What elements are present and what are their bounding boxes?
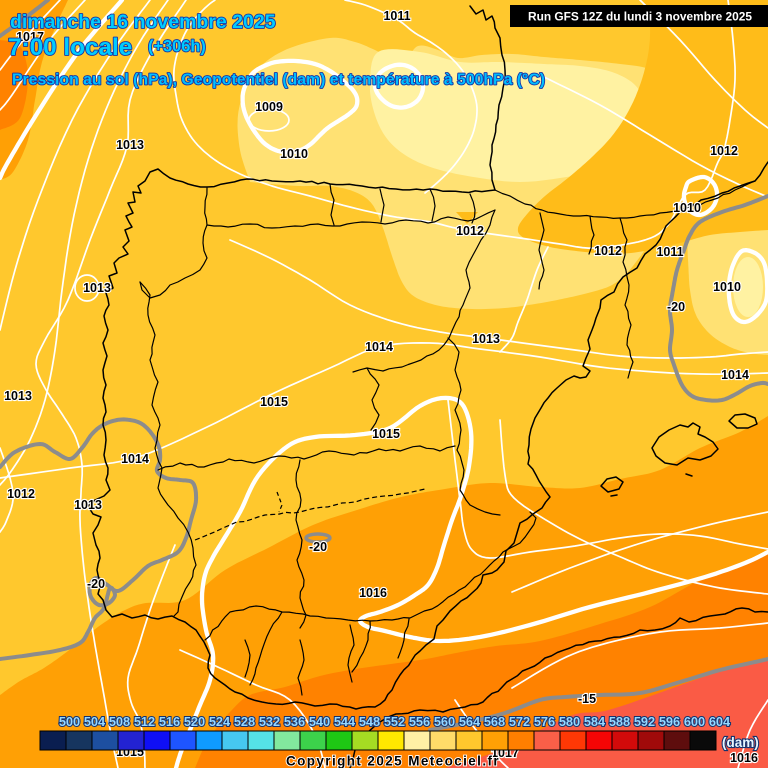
svg-text:Pression au sol (hPa), Geopote: Pression au sol (hPa), Geopotentiel (dam… — [12, 72, 545, 89]
svg-text:576: 576 — [534, 714, 555, 729]
svg-text:(dam): (dam) — [722, 735, 759, 750]
svg-text:1011: 1011 — [383, 9, 410, 23]
svg-text:564: 564 — [459, 714, 481, 729]
svg-text:-20: -20 — [667, 300, 685, 314]
svg-text:504: 504 — [84, 714, 106, 729]
svg-text:1012: 1012 — [456, 224, 484, 238]
svg-text:584: 584 — [584, 714, 606, 729]
svg-text:500: 500 — [59, 714, 80, 729]
svg-text:1011: 1011 — [656, 245, 683, 259]
svg-text:1013: 1013 — [74, 498, 102, 512]
svg-text:-20: -20 — [309, 540, 327, 554]
svg-text:604: 604 — [709, 714, 731, 729]
svg-text:1016: 1016 — [359, 586, 387, 600]
svg-text:572: 572 — [509, 714, 530, 729]
svg-text:1010: 1010 — [673, 201, 701, 215]
svg-text:528: 528 — [234, 714, 255, 729]
svg-text:1014: 1014 — [721, 368, 749, 382]
svg-text:596: 596 — [659, 714, 680, 729]
svg-text:1010: 1010 — [713, 280, 741, 294]
svg-text:-15: -15 — [578, 692, 596, 706]
svg-text:1012: 1012 — [7, 487, 35, 501]
svg-text:524: 524 — [209, 714, 231, 729]
svg-text:1015: 1015 — [260, 395, 288, 409]
svg-text:540: 540 — [309, 714, 330, 729]
svg-text:512: 512 — [134, 714, 155, 729]
svg-text:1012: 1012 — [594, 244, 622, 258]
svg-text:532: 532 — [259, 714, 280, 729]
svg-text:1013: 1013 — [4, 389, 32, 403]
svg-text:560: 560 — [434, 714, 455, 729]
svg-text:Copyright 2025 Meteociel.fr: Copyright 2025 Meteociel.fr — [286, 754, 500, 768]
svg-text:588: 588 — [609, 714, 630, 729]
svg-text:580: 580 — [559, 714, 580, 729]
svg-text:1014: 1014 — [365, 340, 393, 354]
svg-text:-20: -20 — [87, 577, 105, 591]
svg-text:592: 592 — [634, 714, 655, 729]
svg-text:dimanche 16 novembre 2025: dimanche 16 novembre 2025 — [10, 11, 276, 33]
svg-text:1014: 1014 — [121, 452, 149, 466]
svg-text:1016: 1016 — [730, 751, 758, 765]
svg-text:1013: 1013 — [116, 138, 144, 152]
svg-text:1012: 1012 — [710, 144, 738, 158]
svg-text:544: 544 — [334, 714, 356, 729]
svg-text:1013: 1013 — [472, 332, 500, 346]
svg-text:508: 508 — [109, 714, 130, 729]
svg-text:1015: 1015 — [372, 427, 400, 441]
svg-text:1013: 1013 — [83, 281, 111, 295]
svg-text:552: 552 — [384, 714, 405, 729]
svg-text:556: 556 — [409, 714, 430, 729]
svg-text:520: 520 — [184, 714, 205, 729]
svg-text:1009: 1009 — [255, 100, 283, 114]
svg-text:536: 536 — [284, 714, 305, 729]
svg-text:7:00 locale: 7:00 locale — [8, 34, 132, 61]
svg-text:Run GFS 12Z du lundi 3 novembr: Run GFS 12Z du lundi 3 novembre 2025 — [528, 10, 752, 24]
svg-text:516: 516 — [159, 714, 180, 729]
svg-text:548: 548 — [359, 714, 380, 729]
svg-text:(+306h): (+306h) — [148, 38, 206, 56]
svg-text:1017: 1017 — [16, 30, 44, 44]
svg-text:568: 568 — [484, 714, 505, 729]
svg-text:1010: 1010 — [280, 147, 308, 161]
svg-text:600: 600 — [684, 714, 705, 729]
